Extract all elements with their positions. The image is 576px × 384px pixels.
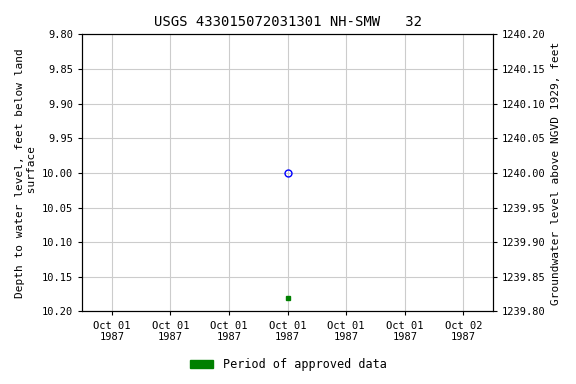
Y-axis label: Groundwater level above NGVD 1929, feet: Groundwater level above NGVD 1929, feet xyxy=(551,41,561,305)
Legend: Period of approved data: Period of approved data xyxy=(185,354,391,376)
Title: USGS 433015072031301 NH-SMW   32: USGS 433015072031301 NH-SMW 32 xyxy=(154,15,422,29)
Y-axis label: Depth to water level, feet below land
 surface: Depth to water level, feet below land su… xyxy=(15,48,37,298)
